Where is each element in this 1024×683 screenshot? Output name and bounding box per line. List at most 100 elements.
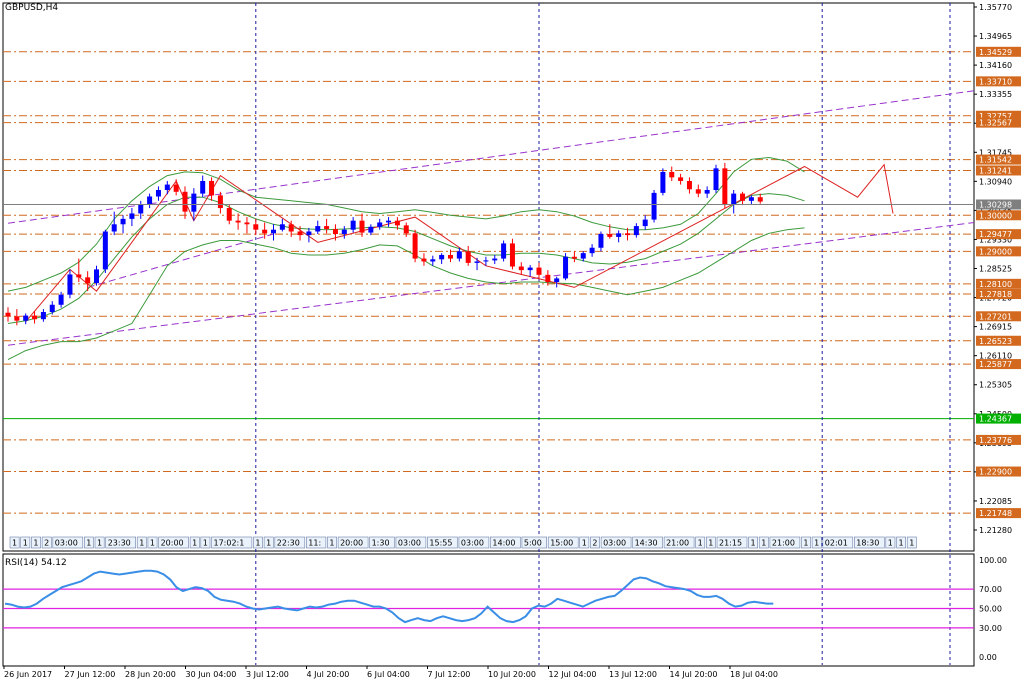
candle xyxy=(527,265,533,277)
level-label-3: 1.32567 xyxy=(979,119,1012,128)
event-tag-label-7: 23:30 xyxy=(108,539,131,548)
candle-body xyxy=(563,256,569,279)
candle xyxy=(129,208,135,227)
candle xyxy=(67,269,73,299)
candle xyxy=(377,218,383,230)
candle xyxy=(403,222,409,237)
horizontal-level-lines xyxy=(3,51,974,514)
candle-body xyxy=(571,256,577,259)
level-label-17: 1.22900 xyxy=(979,468,1012,477)
candle-body xyxy=(5,312,11,317)
candle xyxy=(5,307,11,322)
level-label-10: 1.28100 xyxy=(979,280,1012,289)
event-tag-label-46: 1 xyxy=(909,539,914,548)
candle xyxy=(589,244,595,257)
event-tag-box-4 xyxy=(52,536,84,549)
candle-body xyxy=(616,233,622,237)
candle-body xyxy=(155,189,161,197)
candle xyxy=(704,186,710,198)
candle-body xyxy=(359,220,365,233)
candle xyxy=(625,227,630,241)
event-tag-label-3: 2 xyxy=(44,539,49,548)
candle xyxy=(536,262,542,279)
event-tag-box-39 xyxy=(811,536,822,549)
level-label-box-10 xyxy=(976,278,1021,289)
event-tag-box-20 xyxy=(369,536,395,549)
event-tag-box-32 xyxy=(695,536,706,549)
candle-body xyxy=(598,234,604,248)
event-tag-label-19: 20:00 xyxy=(340,539,363,548)
event-tag-label-24: 14:00 xyxy=(492,539,515,548)
time-tick-label-4: 3 Jul 12:00 xyxy=(246,670,289,679)
candle-body xyxy=(226,208,232,221)
event-tag-box-41 xyxy=(853,536,885,549)
zigzag-indicator xyxy=(25,163,894,323)
candle xyxy=(430,255,436,266)
event-tag-label-0: 1 xyxy=(12,539,17,548)
time-tick-label-7: 7 Jul 12:00 xyxy=(428,670,471,679)
event-tag-box-31 xyxy=(663,536,695,549)
candle-body xyxy=(757,197,763,202)
level-label-box-17 xyxy=(976,466,1021,477)
event-tag-label-31: 21:00 xyxy=(666,539,689,548)
candle xyxy=(155,186,161,201)
candle-body xyxy=(722,168,728,205)
event-tag-box-0 xyxy=(9,536,20,549)
event-tag-box-43 xyxy=(896,536,906,549)
candle xyxy=(660,168,666,196)
candle-body xyxy=(651,192,657,220)
event-tag-label-11: 1 xyxy=(192,539,197,548)
level-label-16: 1.23776 xyxy=(979,436,1012,445)
candle xyxy=(262,222,268,239)
candle-body xyxy=(147,196,153,205)
candles[interactable] xyxy=(3,162,974,326)
event-tag-box-37 xyxy=(769,536,801,549)
rsi-line xyxy=(4,569,774,624)
candle-body xyxy=(704,189,710,194)
candle xyxy=(571,251,577,263)
event-tag-box-2 xyxy=(31,536,41,549)
candle xyxy=(85,271,91,292)
candle-body xyxy=(182,191,188,212)
event-tag-box-30 xyxy=(632,536,663,549)
event-tag-label-40: 02:01 xyxy=(825,539,848,548)
candle xyxy=(368,224,374,236)
candle-body xyxy=(324,226,330,229)
candle-body xyxy=(509,243,515,267)
candle-body xyxy=(76,274,82,278)
time-tick-label-12: 18 Jul 04:00 xyxy=(730,670,778,679)
price-tick-label-2: 1.34160 xyxy=(979,61,1012,70)
event-tag-box-24 xyxy=(490,536,521,549)
candle xyxy=(147,193,153,209)
candle xyxy=(731,189,737,214)
candle-body xyxy=(731,193,737,205)
candle xyxy=(713,164,719,193)
event-tag-box-25 xyxy=(521,536,548,549)
candle-body xyxy=(350,220,356,230)
candle-body xyxy=(660,171,666,193)
level-label-7: 1.30000 xyxy=(979,211,1012,220)
event-tag-box-21 xyxy=(395,536,427,549)
price-tick-label-1: 1.34965 xyxy=(979,32,1012,41)
price-tick-label-5: 1.31745 xyxy=(979,148,1012,157)
candle-body xyxy=(173,184,179,192)
candle-body xyxy=(492,258,498,261)
candle-body xyxy=(138,204,144,214)
candle xyxy=(483,256,489,266)
candle xyxy=(111,211,117,236)
level-label-box-18 xyxy=(976,508,1021,519)
event-tag-label-14: 1 xyxy=(255,539,260,548)
candle-body xyxy=(678,177,684,181)
level-label-box-1 xyxy=(976,76,1021,87)
level-label-box-5 xyxy=(976,165,1021,176)
candle-body xyxy=(394,220,400,226)
time-axis: 26 Jun 2017 27 Jun 12:00 28 Jun 20:00 30 Ju… xyxy=(3,666,778,679)
candle-body xyxy=(164,184,170,190)
event-tag-box-9 xyxy=(147,536,158,549)
candle-body xyxy=(332,228,338,235)
candle-body xyxy=(129,213,135,219)
event-tag-label-29: 03:00 xyxy=(603,539,626,548)
price-axis: 1.357701.349651.341601.333551.325501.317… xyxy=(974,3,1021,535)
time-tick-label-0: 26 Jun 2017 xyxy=(4,670,52,679)
